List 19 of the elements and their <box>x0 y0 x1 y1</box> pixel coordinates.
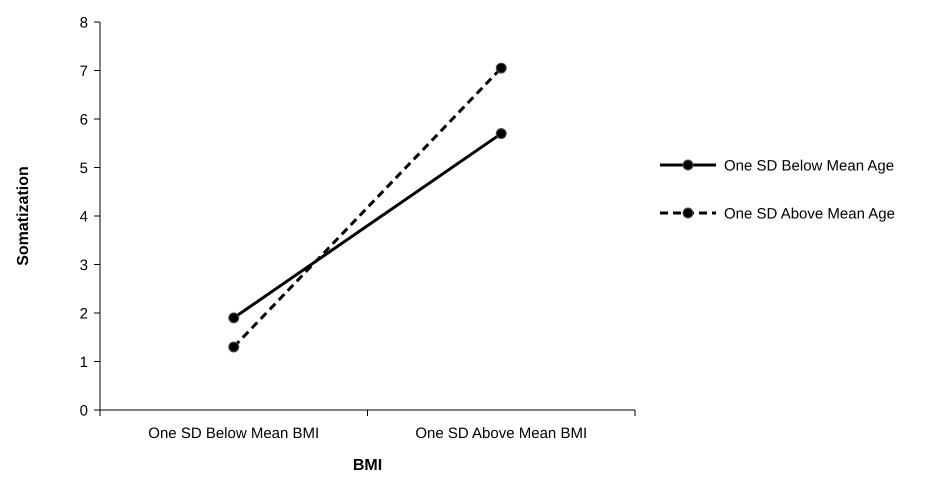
y-tick-label: 7 <box>80 62 88 80</box>
y-axis-title: Somatization <box>15 166 32 266</box>
point <box>228 312 240 324</box>
y-tick-label: 8 <box>80 14 88 32</box>
legend-label: One SD Below Mean Age <box>724 157 894 174</box>
x-axis-title: BMI <box>352 457 382 474</box>
point <box>228 341 240 352</box>
y-tick-label: 0 <box>80 402 88 420</box>
point <box>496 62 507 74</box>
y-tick-label: 2 <box>80 305 88 322</box>
x-tick-label: One SD Below Mean BMI <box>148 425 320 442</box>
x-tick-label: One SD Above Mean BMI <box>415 425 588 442</box>
y-tick-label: 5 <box>80 160 88 177</box>
y-tick-label: 3 <box>80 256 88 274</box>
legend-label: One SD Above Mean Age <box>724 205 895 222</box>
y-tick-label: 6 <box>80 111 88 128</box>
point <box>496 128 507 140</box>
y-tick-label: 4 <box>80 208 88 226</box>
y-tick-label: 1 <box>80 354 88 371</box>
